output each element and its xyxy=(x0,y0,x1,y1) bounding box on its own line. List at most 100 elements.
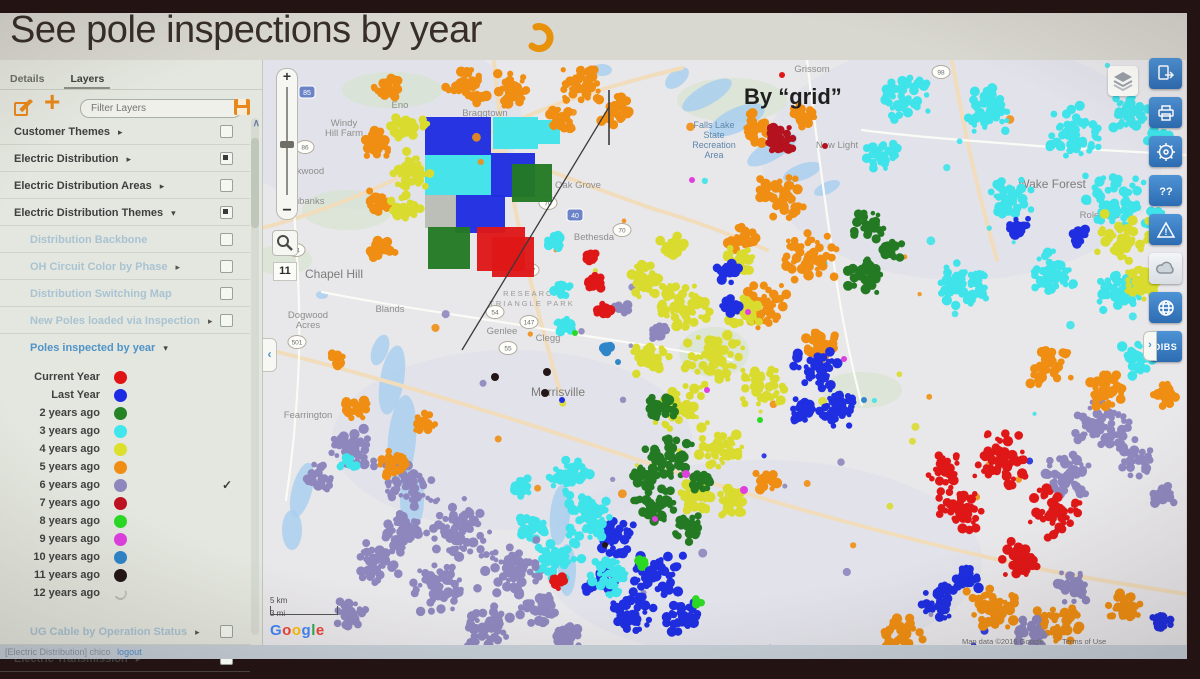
map-label: Blands xyxy=(375,304,404,315)
chevron-right-icon[interactable]: ▸ xyxy=(207,316,213,326)
layer-checkbox[interactable] xyxy=(220,260,233,273)
legend-label: 12 years ago xyxy=(33,587,100,599)
water-body xyxy=(378,345,406,415)
legend-row: 6 years ago ✓ xyxy=(0,476,250,494)
export-button[interactable] xyxy=(1149,58,1182,89)
legend-label: Last Year xyxy=(51,389,100,401)
help-button[interactable]: ?? xyxy=(1149,175,1182,206)
weather-button[interactable] xyxy=(1149,253,1182,284)
legend-label: 2 years ago xyxy=(39,407,100,419)
map-tools-toolbar: ??! DIBS xyxy=(1149,13,1187,659)
map-attribution: Map data ©2016 Google Terms of Use xyxy=(962,637,1106,645)
map-label: Windy Hill Farm xyxy=(325,118,363,139)
layer-checkbox[interactable] xyxy=(220,314,233,327)
settings-button[interactable] xyxy=(1149,136,1182,167)
legend-checkmark-icon[interactable]: ✓ xyxy=(222,478,233,492)
chevron-down-icon[interactable]: ▾ xyxy=(171,208,176,218)
zoom-box-button[interactable] xyxy=(272,230,298,256)
layer-checkbox[interactable] xyxy=(220,625,233,638)
magnifier-icon xyxy=(277,235,293,251)
layer-checkbox[interactable] xyxy=(220,287,233,300)
zoom-in-button[interactable]: + xyxy=(282,68,292,84)
edit-layer-icon[interactable] xyxy=(12,97,34,119)
logout-link[interactable]: logout xyxy=(117,647,142,657)
layers-panel: Details Layers + Customer Themes▸Electri… xyxy=(0,60,263,672)
layer-row[interactable]: New Poles loaded via Inspection ▸ xyxy=(0,307,250,334)
layer-checkbox[interactable] xyxy=(220,206,233,219)
chevron-right-icon[interactable]: ▸ xyxy=(159,181,165,191)
legend-swatch xyxy=(114,496,127,510)
chevron-down-icon[interactable]: ▾ xyxy=(163,343,168,353)
legend-label: 3 years ago xyxy=(39,425,100,437)
layer-label: UG Cable by Operation Status xyxy=(30,626,188,638)
chevron-right-icon[interactable]: ▸ xyxy=(126,154,132,164)
legend-label: 4 years ago xyxy=(39,443,100,455)
water-body xyxy=(665,67,689,89)
save-icon[interactable] xyxy=(232,97,252,117)
filter-layers-input[interactable] xyxy=(80,99,242,118)
sidebar-scrollbar-thumb[interactable] xyxy=(251,138,259,228)
layer-checkbox[interactable] xyxy=(220,152,233,165)
slide: See pole inspections by year Details Lay… xyxy=(0,9,1187,672)
layer-row[interactable]: Poles inspected by year ▾ xyxy=(0,334,250,360)
svg-text:!: ! xyxy=(1164,227,1167,237)
inspection-grid-cell xyxy=(492,237,534,277)
layer-checkbox[interactable] xyxy=(220,233,233,246)
scroll-up-icon[interactable]: ∧ xyxy=(252,118,260,129)
svg-text:??: ?? xyxy=(1159,186,1173,198)
zoom-out-button[interactable]: − xyxy=(282,202,292,219)
google-logo-letter: e xyxy=(315,622,325,639)
svg-text:70: 70 xyxy=(544,201,552,208)
layer-label: OH Circuit Color by Phase xyxy=(30,261,168,273)
legend-swatch xyxy=(114,478,127,492)
water-body xyxy=(682,78,732,112)
legend-label: 10 years ago xyxy=(33,551,100,563)
sidebar-scrollbar[interactable] xyxy=(251,118,259,635)
map-label: Bethesda xyxy=(574,232,615,243)
zoom-slider[interactable]: + − xyxy=(276,68,298,220)
svg-text:70: 70 xyxy=(618,228,626,235)
layer-row[interactable]: Distribution Switching Map xyxy=(0,280,250,307)
layer-row[interactable]: Electric Distribution Areas ▸ xyxy=(0,172,250,199)
basemap-layers-button[interactable] xyxy=(1108,66,1138,96)
scale-km: 5 km xyxy=(270,596,288,605)
alert-button[interactable]: ! xyxy=(1149,214,1182,245)
print-button[interactable] xyxy=(1149,97,1182,128)
add-layer-icon[interactable]: + xyxy=(44,86,61,117)
chevron-right-icon[interactable]: ▸ xyxy=(135,654,141,664)
legend-swatch-crescent xyxy=(112,585,129,601)
legend-row: 5 years ago xyxy=(0,458,250,476)
layer-row[interactable]: OH Circuit Color by Phase ▸ xyxy=(0,253,250,280)
layer-row[interactable]: Distribution Backbone xyxy=(0,226,250,253)
layer-row[interactable]: UG Cable by Operation Status ▸ xyxy=(0,618,250,645)
svg-text:98: 98 xyxy=(937,70,945,77)
zoom-handle[interactable] xyxy=(280,141,294,148)
legend-swatch xyxy=(114,424,127,438)
legend-row: 10 years ago xyxy=(0,548,250,566)
map-scalebar: 5 km 3 mi xyxy=(270,596,338,618)
terms-link[interactable]: Terms of Use xyxy=(1061,637,1107,645)
layer-row[interactable]: Electric Distribution Themes ▾ xyxy=(0,199,250,226)
map-label: Wake Forest xyxy=(1018,177,1086,191)
layer-row[interactable]: Electric Distribution ▸ xyxy=(0,145,250,172)
layer-row[interactable]: Customer Themes ▸ xyxy=(0,118,250,145)
tab-details[interactable]: Details xyxy=(10,73,45,85)
layer-checkbox[interactable] xyxy=(220,179,233,192)
chevron-right-icon[interactable]: ▸ xyxy=(117,127,123,137)
collapse-panel-chevron[interactable]: ‹ xyxy=(262,338,277,372)
map-label: Eubanks xyxy=(288,196,325,207)
legend-label: Current Year xyxy=(34,371,100,383)
settings-icon xyxy=(1156,142,1175,161)
alert-icon: ! xyxy=(1156,220,1175,238)
globe-button[interactable] xyxy=(1149,292,1182,323)
zoom-level-badge: 11 xyxy=(273,262,297,281)
expand-panel-chevron[interactable]: › xyxy=(1143,331,1157,361)
map-canvas[interactable]: 854014714754557086985015470GrissomNew Li… xyxy=(262,60,1186,645)
chevron-right-icon[interactable]: ▸ xyxy=(195,627,200,637)
road xyxy=(950,60,999,262)
water-body xyxy=(783,161,821,183)
chevron-right-icon[interactable]: ▸ xyxy=(175,262,181,272)
tab-layers[interactable]: Layers xyxy=(64,70,111,89)
panel-toolbar: + xyxy=(0,86,262,126)
layer-checkbox[interactable] xyxy=(220,125,233,138)
